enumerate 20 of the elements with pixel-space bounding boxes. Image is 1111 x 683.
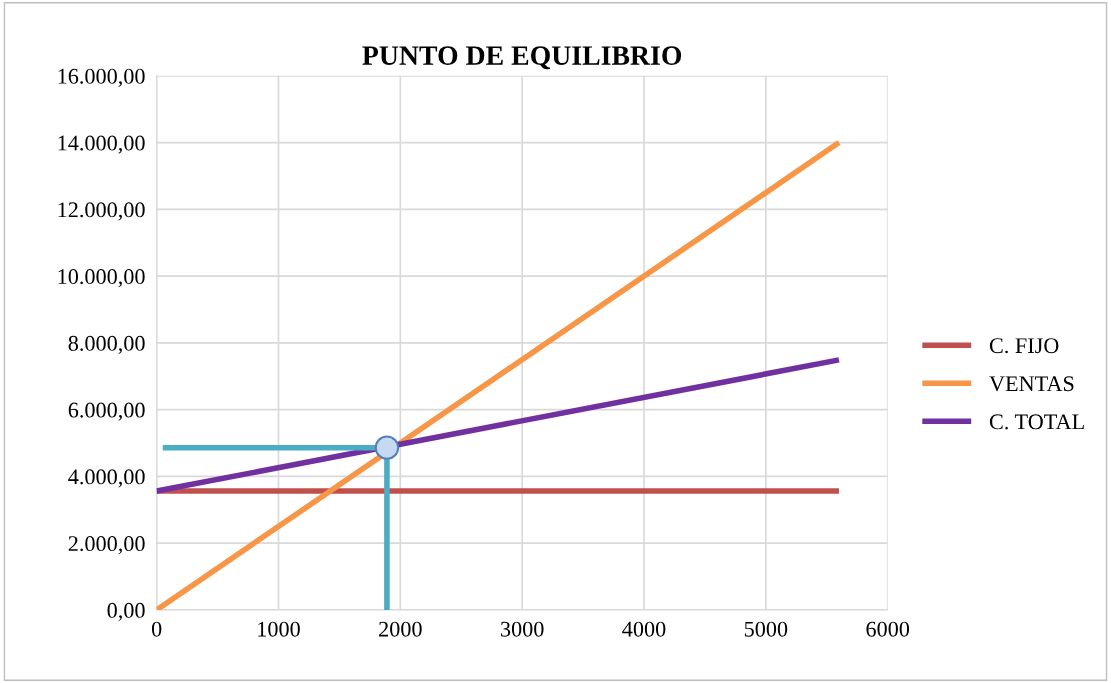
- y-tick-label: 2.000,00: [68, 536, 145, 555]
- legend-label: C. TOTAL: [989, 414, 1084, 430]
- y-tick-label: 16.000,00: [58, 68, 145, 87]
- legend-label: VENTAS: [989, 376, 1074, 392]
- y-tick-label: 0,00: [107, 602, 145, 622]
- x-tick-label: 3000: [501, 621, 544, 637]
- y-tick-label: 4.000,00: [68, 469, 145, 488]
- legend-label: C. FIJO: [989, 338, 1059, 354]
- y-tick-label: 10.000,00: [58, 269, 145, 288]
- x-tick-label: 2000: [379, 621, 422, 637]
- chart-title: PUNTO DE EQUILIBRIO: [362, 46, 682, 70]
- y-tick-label: 12.000,00: [58, 202, 145, 221]
- y-tick-label: 6.000,00: [68, 402, 145, 421]
- y-tick-label: 8.000,00: [68, 335, 145, 354]
- y-tick-label: 14.000,00: [58, 135, 145, 154]
- x-tick-label: 4000: [622, 621, 666, 637]
- x-tick-label: 5000: [744, 621, 788, 637]
- x-tick-label: 6000: [866, 621, 910, 637]
- x-tick-label: 0: [151, 621, 162, 637]
- x-tick-label: 1000: [258, 621, 300, 637]
